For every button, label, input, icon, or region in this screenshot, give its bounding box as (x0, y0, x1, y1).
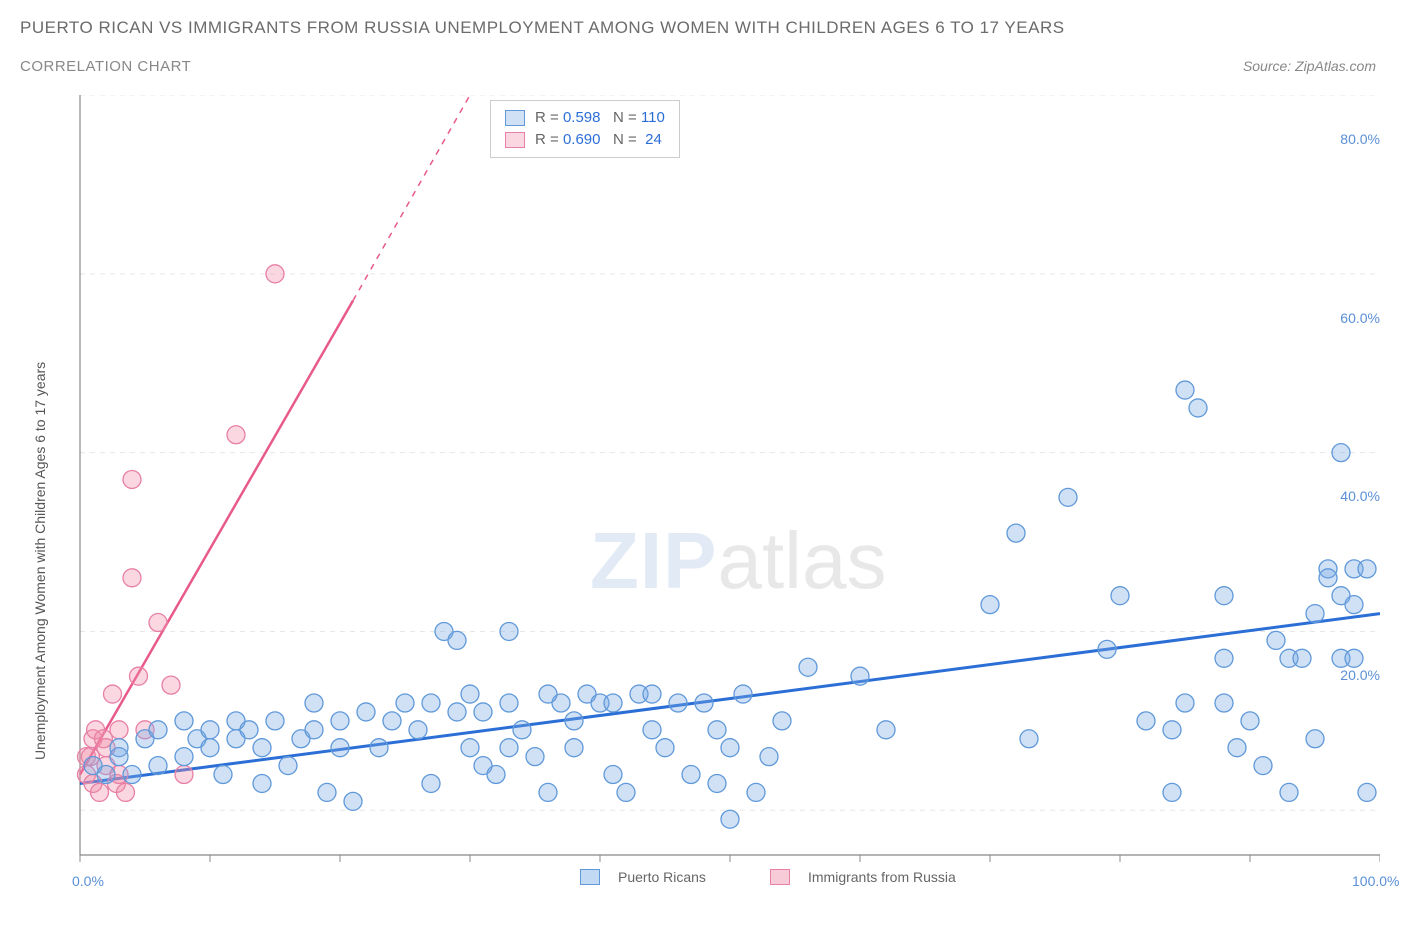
legend-r-value-2: 0.690 (563, 129, 601, 151)
legend-n-label-2: N = (613, 129, 637, 151)
bottom-legend-1: Puerto Ricans (580, 869, 706, 885)
bottom-swatch-1 (580, 869, 600, 885)
y-tick-label: 40.0% (1340, 488, 1380, 504)
x-tick-label: 0.0% (72, 873, 104, 889)
y-tick-label: 20.0% (1340, 667, 1380, 683)
swatch-puerto-ricans (505, 110, 525, 126)
legend-n-label-1: N = (613, 107, 637, 129)
chart-title: PUERTO RICAN VS IMMIGRANTS FROM RUSSIA U… (20, 18, 1065, 38)
legend-r-label-2: R = (535, 129, 559, 151)
chart-area: ZIPatlas R = 0.598 N = 110 R = 0.690 N =… (60, 95, 1380, 875)
y-tick-labels: 20.0% 40.0% 60.0% 80.0% (1320, 95, 1380, 855)
x-tick-label: 100.0% (1352, 873, 1399, 889)
bottom-legend-label-2: Immigrants from Russia (808, 869, 956, 885)
legend-row-1: R = 0.598 N = 110 (505, 107, 665, 129)
legend-r-value-1: 0.598 (563, 107, 601, 129)
y-axis-label: Unemployment Among Women with Children A… (32, 362, 48, 760)
y-tick-label: 60.0% (1340, 310, 1380, 326)
bottom-swatch-2 (770, 869, 790, 885)
legend-r-label-1: R = (535, 107, 559, 129)
y-tick-label: 80.0% (1340, 131, 1380, 147)
chart-subtitle: CORRELATION CHART (20, 58, 191, 75)
swatch-russia (505, 132, 525, 148)
legend-n-value-2: 24 (645, 129, 662, 151)
source-label: Source: ZipAtlas.com (1243, 58, 1376, 74)
scatter-chart-svg (60, 95, 1380, 875)
legend-n-value-1: 110 (641, 107, 665, 129)
bottom-legend-label-1: Puerto Ricans (618, 869, 706, 885)
bottom-legend-2: Immigrants from Russia (770, 869, 956, 885)
legend-row-2: R = 0.690 N = 24 (505, 129, 665, 151)
correlation-legend: R = 0.598 N = 110 R = 0.690 N = 24 (490, 100, 680, 158)
